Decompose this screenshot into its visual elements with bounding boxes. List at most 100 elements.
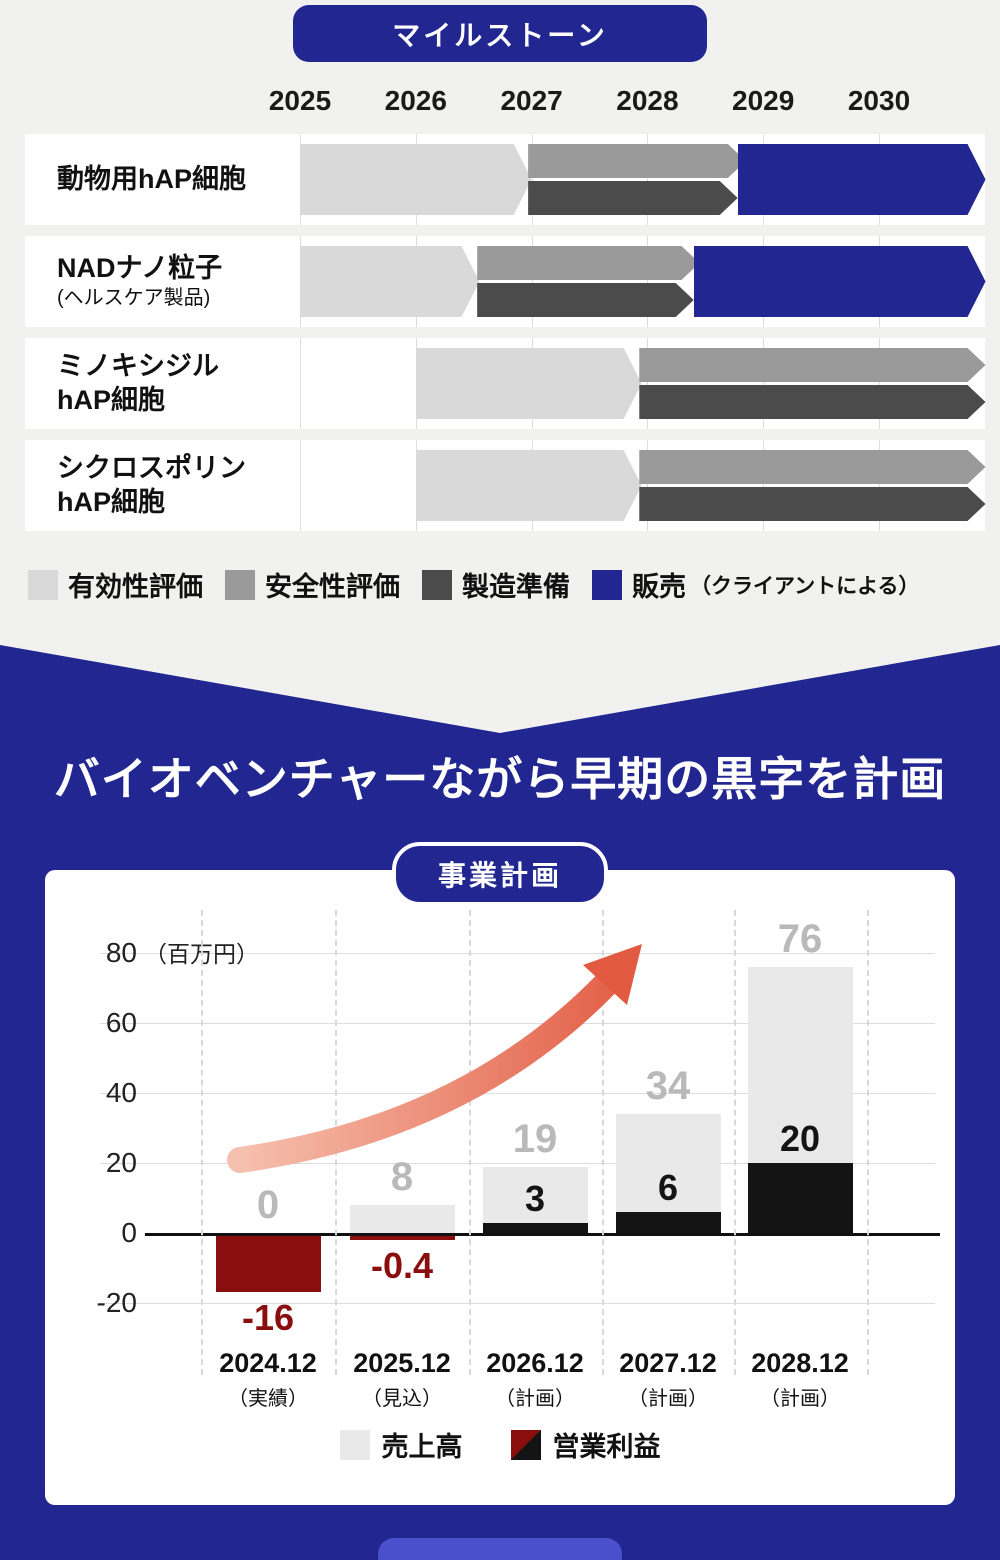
profit-value-label: 3 bbox=[524, 1177, 546, 1219]
legend-item: 安全性評価 bbox=[225, 565, 400, 604]
section-divider-wedge bbox=[0, 645, 1000, 733]
category-status: （計画） bbox=[760, 1388, 840, 1410]
plan-chart-card: 80 （百万円） 60 40 20 0 -20 0 -16 2024.12 （実績） 8 -0.4 202… bbox=[45, 870, 955, 1505]
year-gridline bbox=[647, 440, 649, 531]
year-label: 2028 bbox=[616, 85, 679, 116]
legend-swatch bbox=[422, 569, 452, 600]
profit-bar bbox=[482, 1222, 588, 1233]
gantt-bar-safety bbox=[528, 144, 746, 178]
gantt-row-label: 動物用hAP細胞 bbox=[25, 134, 300, 225]
year-gridline bbox=[647, 338, 649, 429]
profit-value-label: 6 bbox=[657, 1167, 679, 1208]
category-divider bbox=[734, 910, 736, 1375]
y-gridline bbox=[100, 953, 935, 954]
gantt-bar-sales bbox=[694, 246, 986, 317]
gantt-bar-efficacy bbox=[300, 144, 532, 215]
plan-legend-item: 営業利益 bbox=[510, 1425, 661, 1464]
plan-legend-label: 売上高 bbox=[381, 1432, 463, 1462]
category-status: （計画） bbox=[495, 1388, 575, 1410]
legend-item: 有効性評価 bbox=[28, 565, 203, 604]
profit-value-label: 20 bbox=[779, 1118, 821, 1159]
y-gridline bbox=[100, 1303, 935, 1304]
category-label: 2025.12 （見込） bbox=[327, 1348, 477, 1411]
year-gridline bbox=[300, 440, 301, 531]
year-gridline bbox=[763, 440, 765, 531]
profit-bar bbox=[349, 1236, 455, 1240]
legend-label: 製造準備 bbox=[462, 572, 570, 602]
category-divider bbox=[867, 910, 869, 1375]
x-axis-line bbox=[145, 1233, 940, 1236]
legend-label: 安全性評価 bbox=[265, 572, 400, 602]
gantt-row-label: NADナノ粒子 (ヘルスケア製品) bbox=[25, 236, 300, 327]
y-axis-tick: 60 bbox=[105, 1007, 137, 1038]
category-period: 2027.12 bbox=[619, 1348, 717, 1378]
year-gridline bbox=[879, 440, 880, 531]
gantt-timeline bbox=[300, 134, 985, 225]
gantt-row-subtitle: (ヘルスケア製品) bbox=[57, 286, 211, 309]
gantt-row-title: ミノキシジル bbox=[57, 350, 219, 381]
revenue-value-label: 34 bbox=[645, 1064, 691, 1108]
profit-bar bbox=[747, 1163, 853, 1233]
gantt-row-animal-hap: 動物用hAP細胞 bbox=[25, 134, 985, 225]
gantt-timeline bbox=[300, 338, 985, 429]
milestone-legend: 有効性評価 安全性評価 製造準備 販売 （クライアントによる） bbox=[28, 565, 920, 604]
legend-item: 製造準備 bbox=[422, 565, 570, 604]
next-section-badge-peek bbox=[378, 1538, 622, 1560]
plan-legend-item: 売上高 bbox=[339, 1425, 463, 1464]
gantt-row-minoxidil-hap: ミノキシジル hAP細胞 bbox=[25, 338, 985, 429]
year-label: 2026 bbox=[384, 85, 447, 116]
category-period: 2028.12 bbox=[751, 1348, 849, 1378]
legend-swatch bbox=[225, 569, 255, 600]
gantt-row-title: NADナノ粒子 bbox=[57, 253, 223, 284]
category-label: 2024.12 （実績） bbox=[193, 1348, 343, 1411]
y-axis-tick: 20 bbox=[105, 1147, 137, 1178]
profit-bar bbox=[215, 1236, 321, 1292]
legend-swatch bbox=[592, 569, 622, 600]
section-heading: バイオベンチャーながら早期の黒字を計画 bbox=[53, 753, 947, 805]
revenue-bar bbox=[482, 1166, 588, 1233]
plan-legend-label: 営業利益 bbox=[552, 1432, 661, 1462]
year-gridline bbox=[647, 134, 649, 225]
category-status: （計画） bbox=[628, 1388, 708, 1410]
category-period: 2025.12 bbox=[353, 1348, 451, 1378]
gantt-bar-efficacy bbox=[416, 348, 642, 419]
y-axis-tick: 80 bbox=[105, 937, 137, 968]
profit-value-label: -16 bbox=[241, 1297, 295, 1338]
milestone-year-axis: 2025 2026 2027 2028 2029 2030 bbox=[0, 85, 1000, 119]
legend-sublabel: （クライアントによる） bbox=[690, 574, 920, 598]
y-axis-tick: 40 bbox=[105, 1077, 137, 1108]
milestone-section: マイルストーン 2025 2026 2027 2028 2029 2030 動物用hAP細… bbox=[0, 0, 1000, 645]
plan-legend-swatch bbox=[510, 1429, 541, 1460]
gantt-row-title-line2: hAP細胞 bbox=[57, 486, 165, 517]
gantt-bar-manufacturing bbox=[477, 283, 694, 317]
gantt-row-nad-nano: NADナノ粒子 (ヘルスケア製品) bbox=[25, 236, 985, 327]
category-label: 2027.12 （計画） bbox=[593, 1348, 743, 1411]
gantt-bar-efficacy bbox=[300, 246, 479, 317]
year-gridline bbox=[879, 338, 880, 429]
legend-label: 販売 bbox=[632, 572, 686, 602]
plan-badge-label: 事業計画 bbox=[437, 860, 563, 891]
category-status: （実績） bbox=[228, 1388, 308, 1410]
gantt-row-label: ミノキシジル hAP細胞 bbox=[25, 338, 300, 429]
year-gridline bbox=[300, 338, 301, 429]
year-label: 2030 bbox=[847, 85, 911, 116]
year-gridline bbox=[647, 236, 649, 327]
gantt-bar-safety bbox=[477, 246, 699, 280]
revenue-value-label: 19 bbox=[512, 1116, 558, 1161]
profit-value-label: -0.4 bbox=[370, 1245, 434, 1286]
year-gridline bbox=[763, 338, 765, 429]
year-gridline bbox=[531, 236, 533, 327]
year-label: 2027 bbox=[500, 85, 563, 116]
gantt-bar-efficacy bbox=[416, 450, 642, 521]
category-divider bbox=[201, 910, 203, 1375]
gantt-bar-safety bbox=[639, 450, 985, 484]
gantt-row-label: シクロスポリン hAP細胞 bbox=[25, 440, 300, 531]
year-gridline bbox=[531, 134, 533, 225]
gantt-bar-manufacturing bbox=[639, 385, 985, 419]
gantt-row-title: 動物用hAP細胞 bbox=[57, 163, 246, 194]
y-axis-tick: 0 bbox=[121, 1217, 137, 1248]
gantt-timeline bbox=[300, 440, 985, 531]
gantt-bar-safety bbox=[639, 348, 985, 382]
milestone-badge: マイルストーン bbox=[293, 5, 707, 62]
